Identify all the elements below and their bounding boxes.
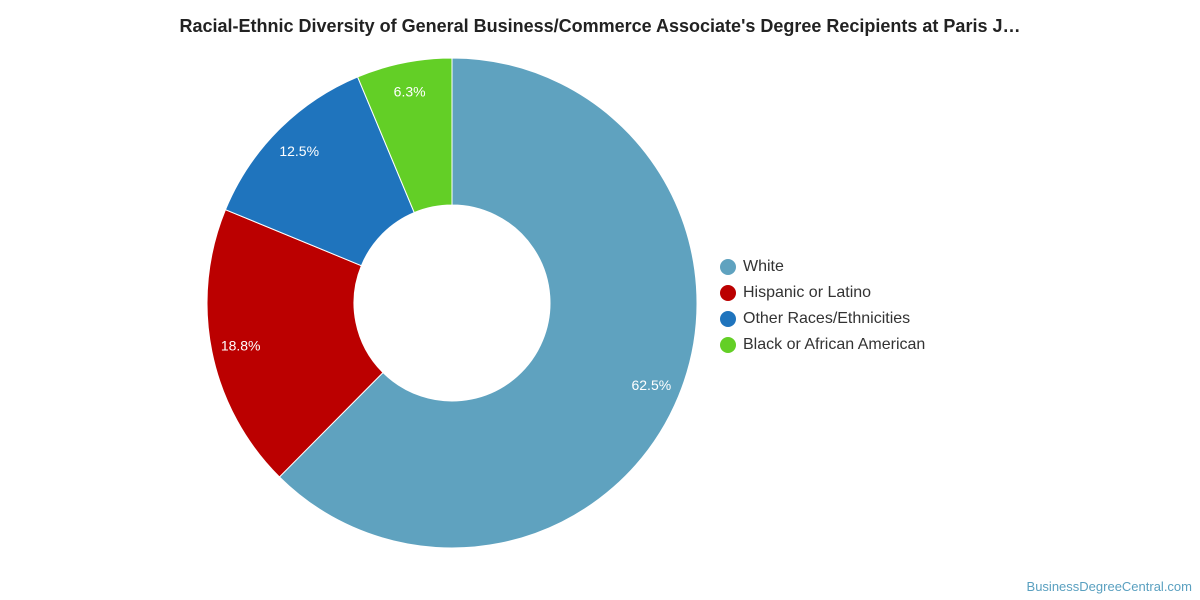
legend-label: White: [743, 258, 784, 275]
legend-label: Other Races/Ethnicities: [743, 310, 911, 327]
chart-title: Racial-Ethnic Diversity of General Busin…: [179, 16, 1021, 36]
legend-item[interactable]: Other Races/Ethnicities: [720, 306, 925, 332]
legend-swatch-icon: [720, 337, 736, 353]
watermark[interactable]: BusinessDegreeCentral.com: [1026, 579, 1192, 594]
legend-item[interactable]: Black or African American: [720, 332, 925, 358]
legend-swatch-icon: [720, 285, 736, 301]
slice-hispanic-or-latino[interactable]: [206, 209, 384, 478]
legend-item[interactable]: Hispanic or Latino: [720, 280, 925, 306]
legend-label: Hispanic or Latino: [743, 284, 872, 301]
slice-white[interactable]: [278, 57, 698, 549]
slice-label: 62.5%: [631, 377, 671, 393]
legend-swatch-icon: [720, 311, 736, 327]
slice-label: 12.5%: [279, 143, 319, 159]
legend: White Hispanic or Latino Other Races/Ethni…: [720, 254, 925, 358]
legend-swatch-icon: [720, 259, 736, 275]
slice-black-or-african-american[interactable]: [356, 57, 453, 214]
slice-other-races-ethnicities[interactable]: [224, 76, 415, 267]
legend-label: Black or African American: [743, 336, 926, 353]
slice-label: 6.3%: [394, 84, 426, 100]
legend-item[interactable]: White: [720, 254, 925, 280]
slice-label: 18.8%: [221, 338, 261, 354]
